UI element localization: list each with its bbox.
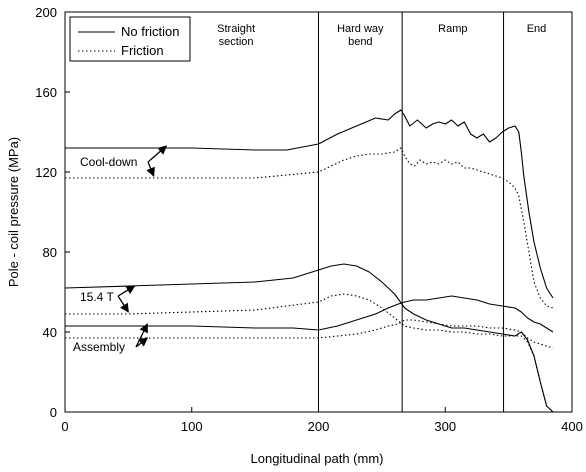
region-label-line: Straight [217, 23, 255, 35]
series-line-15-4-t-solid [64, 263, 554, 413]
region-label-line: bend [348, 36, 372, 48]
series-line-cool-down-dotted [65, 147, 554, 309]
annotation-label: Assembly [73, 340, 125, 354]
annotation-arrow [146, 161, 155, 177]
chart-labels: Longitudinal path (mm) Pole - coil press… [6, 137, 383, 466]
x-tick-label: 400 [561, 419, 583, 434]
region-label-line: section [219, 36, 254, 48]
y-tick-label: 80 [43, 245, 57, 260]
region-label: End [527, 23, 547, 35]
y-axis-label: Pole - coil pressure (MPa) [6, 137, 21, 287]
y-tick-label: 40 [43, 325, 57, 340]
legend: No friction Friction [69, 16, 191, 62]
x-tick-label: 300 [434, 419, 456, 434]
region-label-line: End [527, 23, 547, 35]
annotation-arrow [135, 337, 149, 348]
annotation-arrow [135, 323, 148, 348]
region-label-line: Hard way [337, 23, 384, 35]
chart-marks: Cool-down 15.4 T Assembly [64, 109, 554, 413]
legend-entry-label: No friction [121, 24, 180, 39]
x-tick-label: 200 [308, 419, 330, 434]
y-tick-label: 160 [35, 85, 57, 100]
annotation-arrow [147, 145, 168, 163]
plot-area: 0 40 80 120 160 200 0 100 200 300 400 Straight secti… [35, 5, 583, 434]
annotation-label: Cool-down [80, 155, 137, 169]
series-line-15-4-t-dotted [65, 293, 554, 413]
x-tick-label: 0 [61, 419, 68, 434]
y-tick-label: 120 [35, 165, 57, 180]
x-axis-label: Longitudinal path (mm) [251, 451, 384, 466]
legend-entry-label: Friction [121, 43, 164, 58]
region-label-line: Ramp [438, 23, 467, 35]
legend-box [69, 16, 191, 62]
series-line-assembly-solid [65, 295, 554, 333]
region-label: Ramp [438, 23, 467, 35]
annotation-label: 15.4 T [80, 290, 114, 304]
annotation-arrow [117, 295, 129, 313]
series-line-assembly-dotted [65, 319, 554, 349]
y-tick-label: 200 [35, 5, 57, 20]
x-tick-label: 100 [181, 419, 203, 434]
annotation-arrow [117, 285, 136, 297]
region-label: Hard way bend [337, 23, 384, 48]
region-label: Straight section [217, 23, 255, 48]
series-line-cool-down-solid [65, 109, 554, 299]
y-tick-label: 0 [50, 405, 57, 420]
